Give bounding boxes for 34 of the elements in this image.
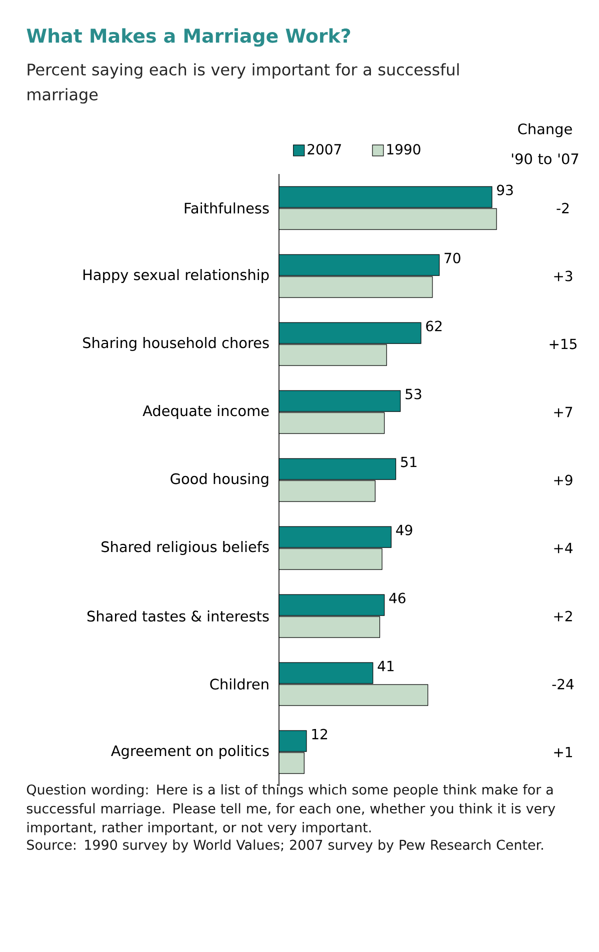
y-tick-label: Faithfulness — [184, 202, 269, 214]
y-tick-label: Sharing household chores — [83, 337, 269, 352]
text: +4 — [554, 542, 572, 554]
text: -2 — [556, 202, 569, 214]
text: +3 — [554, 270, 572, 282]
text: Change '90 to '07 — [512, 123, 578, 164]
text: +7 — [554, 406, 572, 418]
data-label: 93 — [497, 184, 513, 196]
data-label: 12 — [312, 728, 328, 740]
data-label: 53 — [406, 388, 422, 400]
text: +1 — [554, 746, 572, 758]
source-note: Source: 1990 survey by World Values; 2007 survey by Pew Research Center. — [27, 839, 543, 852]
y-tick-label: Shared religious beliefs — [102, 541, 269, 556]
text: +2 — [554, 610, 572, 622]
data-label: 41 — [378, 660, 394, 672]
y-tick-label: Shared tastes & interests — [87, 610, 269, 622]
y-tick-label: Happy sexual relationship — [83, 269, 269, 284]
data-label: 70 — [444, 252, 460, 264]
y-tick-label: Children — [210, 678, 268, 690]
text: +9 — [554, 474, 572, 486]
text: -24 — [552, 678, 574, 690]
chart-subtitle: Percent saying each is very important for a successful marriage — [28, 63, 459, 104]
legend-label: 2007 — [308, 144, 341, 155]
data-label: 51 — [401, 456, 416, 468]
legend-label: 1990 — [387, 144, 420, 155]
data-label: 46 — [389, 592, 406, 604]
y-tick-label: Agreement on politics — [111, 745, 269, 760]
annotation: Question wording: Here is a list of things which some people think make for a successful marriage. Please tell me, for each one, whether you think it is very important, rather important, or not very important. — [26, 784, 556, 836]
text: +15 — [550, 338, 576, 350]
data-label: 62 — [426, 320, 442, 332]
data-label: 49 — [396, 524, 412, 536]
y-tick-label: Adequate income — [142, 405, 269, 420]
chart-title: What Makes a Marriage Work? — [26, 28, 350, 47]
y-tick-label: Good housing — [170, 473, 268, 488]
